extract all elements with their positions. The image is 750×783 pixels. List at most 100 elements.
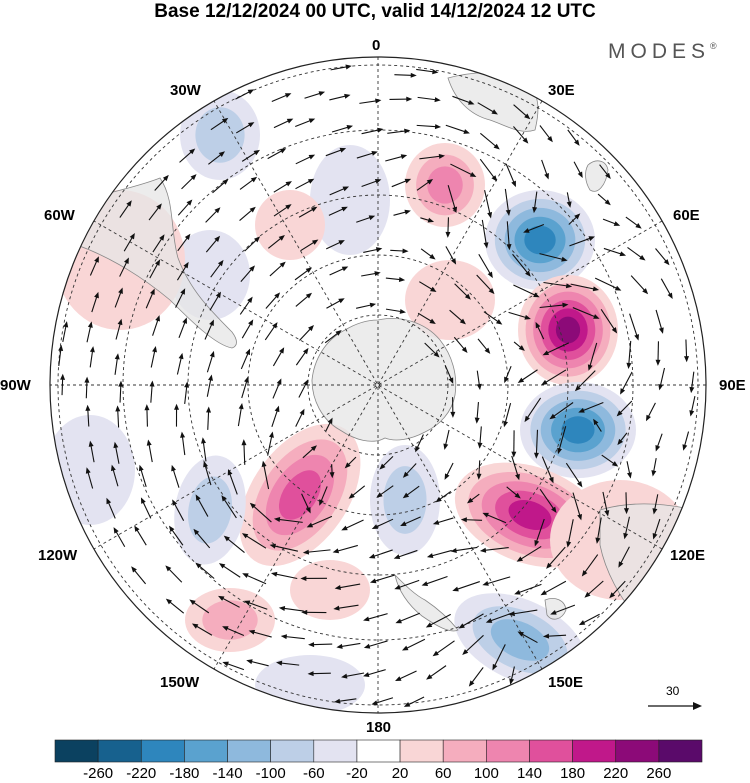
wind-vector [567, 129, 580, 146]
wind-vector [184, 381, 190, 404]
wind-vector [460, 517, 483, 523]
wind-vector [270, 571, 298, 580]
wind-vector [193, 528, 211, 549]
wind-vector [565, 462, 583, 488]
wind-vector [535, 321, 545, 340]
wind-vector [119, 200, 132, 218]
wind-vector [593, 418, 602, 432]
wind-vector [329, 266, 349, 276]
wind-vector [209, 291, 221, 311]
colorbar-tick-label: -140 [212, 765, 243, 782]
contour-band [290, 560, 370, 620]
wind-vector [175, 288, 186, 308]
wind-vector [300, 575, 327, 581]
wind-vector [203, 460, 212, 486]
contour-band [524, 225, 556, 255]
contour-band [310, 145, 390, 255]
wind-vector [191, 623, 213, 636]
wind-vector [652, 494, 659, 515]
wind-vector [298, 206, 318, 218]
contour-band [278, 470, 322, 520]
longitude-label-120w: 120W [38, 547, 78, 564]
wind-vector [509, 666, 515, 685]
wind-vector [89, 346, 95, 368]
wind-vector [371, 518, 394, 530]
wind-vector [513, 126, 529, 144]
wind-vector [295, 292, 313, 307]
wind-vector [541, 159, 549, 180]
wind-vector [603, 247, 627, 257]
wind-vector [223, 535, 245, 553]
longitude-label-180: 180 [366, 719, 392, 736]
longitude-label-150w: 150W [160, 674, 200, 691]
wind-vector [222, 626, 245, 636]
wind-vector [566, 519, 574, 548]
wind-vector [623, 516, 630, 540]
wind-vector [218, 563, 241, 578]
wind-vector [145, 288, 155, 309]
wind-vector [609, 580, 626, 599]
wind-vector [329, 186, 350, 196]
wind-vector [385, 154, 408, 162]
colorbar-tick-label: 140 [516, 765, 542, 782]
wind-vector [152, 234, 165, 253]
wind-vector [616, 400, 633, 417]
wind-vector [91, 291, 99, 313]
wind-vector [134, 525, 147, 546]
wind-vector [393, 549, 418, 559]
wind-vector [420, 248, 436, 260]
wind-vector [479, 158, 498, 182]
contour-band [427, 166, 463, 204]
longitude-line [213, 100, 543, 670]
colorbar-swatch [184, 739, 228, 763]
wind-vector [566, 192, 572, 208]
wind-vector [239, 206, 256, 221]
wind-vector [444, 462, 454, 480]
wind-vector [171, 464, 180, 488]
wind-vector [426, 665, 447, 680]
wind-vector [148, 203, 162, 221]
wind-vector [599, 164, 611, 179]
wind-vector [271, 93, 292, 102]
wind-vector [626, 461, 632, 479]
wind-vector [206, 406, 212, 430]
wind-vector [341, 672, 365, 679]
wind-vector [421, 575, 448, 586]
wind-vector [344, 456, 357, 469]
wind-vector [477, 338, 491, 354]
wind-vector [150, 345, 157, 368]
wind-vector [179, 148, 196, 163]
brand-text: MODES [608, 40, 711, 63]
longitude-label-30e: 30E [548, 82, 575, 99]
contour-band [555, 316, 581, 344]
wind-vector [476, 274, 495, 295]
wind-vector [400, 516, 421, 526]
wind-vector [379, 455, 394, 470]
reference-vector [648, 702, 702, 710]
wind-vector [189, 599, 210, 614]
wind-vector [240, 348, 251, 370]
colorbar-tick-label: -260 [83, 765, 114, 782]
wind-vector [371, 697, 394, 706]
wind-vector [295, 154, 316, 165]
wind-vector [450, 546, 478, 554]
wind-vector [361, 271, 381, 277]
map-title: Base 12/12/2024 00 UTC, valid 14/12/2024… [154, 1, 596, 22]
wind-vector [168, 525, 184, 546]
wind-vector [417, 312, 436, 324]
contour-band [508, 500, 552, 530]
wind-vector [447, 185, 458, 214]
wind-vector [273, 118, 294, 129]
wind-vector [514, 583, 542, 595]
wind-vector [578, 401, 604, 413]
wind-vector [660, 278, 673, 300]
wind-vector [549, 402, 574, 420]
wind-vector [240, 265, 255, 282]
wind-vector [246, 659, 269, 667]
wind-vector [332, 544, 358, 554]
wind-vector [308, 642, 333, 648]
wind-vector [272, 347, 285, 367]
wind-vector [113, 527, 126, 548]
wind-vector [115, 405, 121, 428]
wind-vector [543, 281, 573, 289]
